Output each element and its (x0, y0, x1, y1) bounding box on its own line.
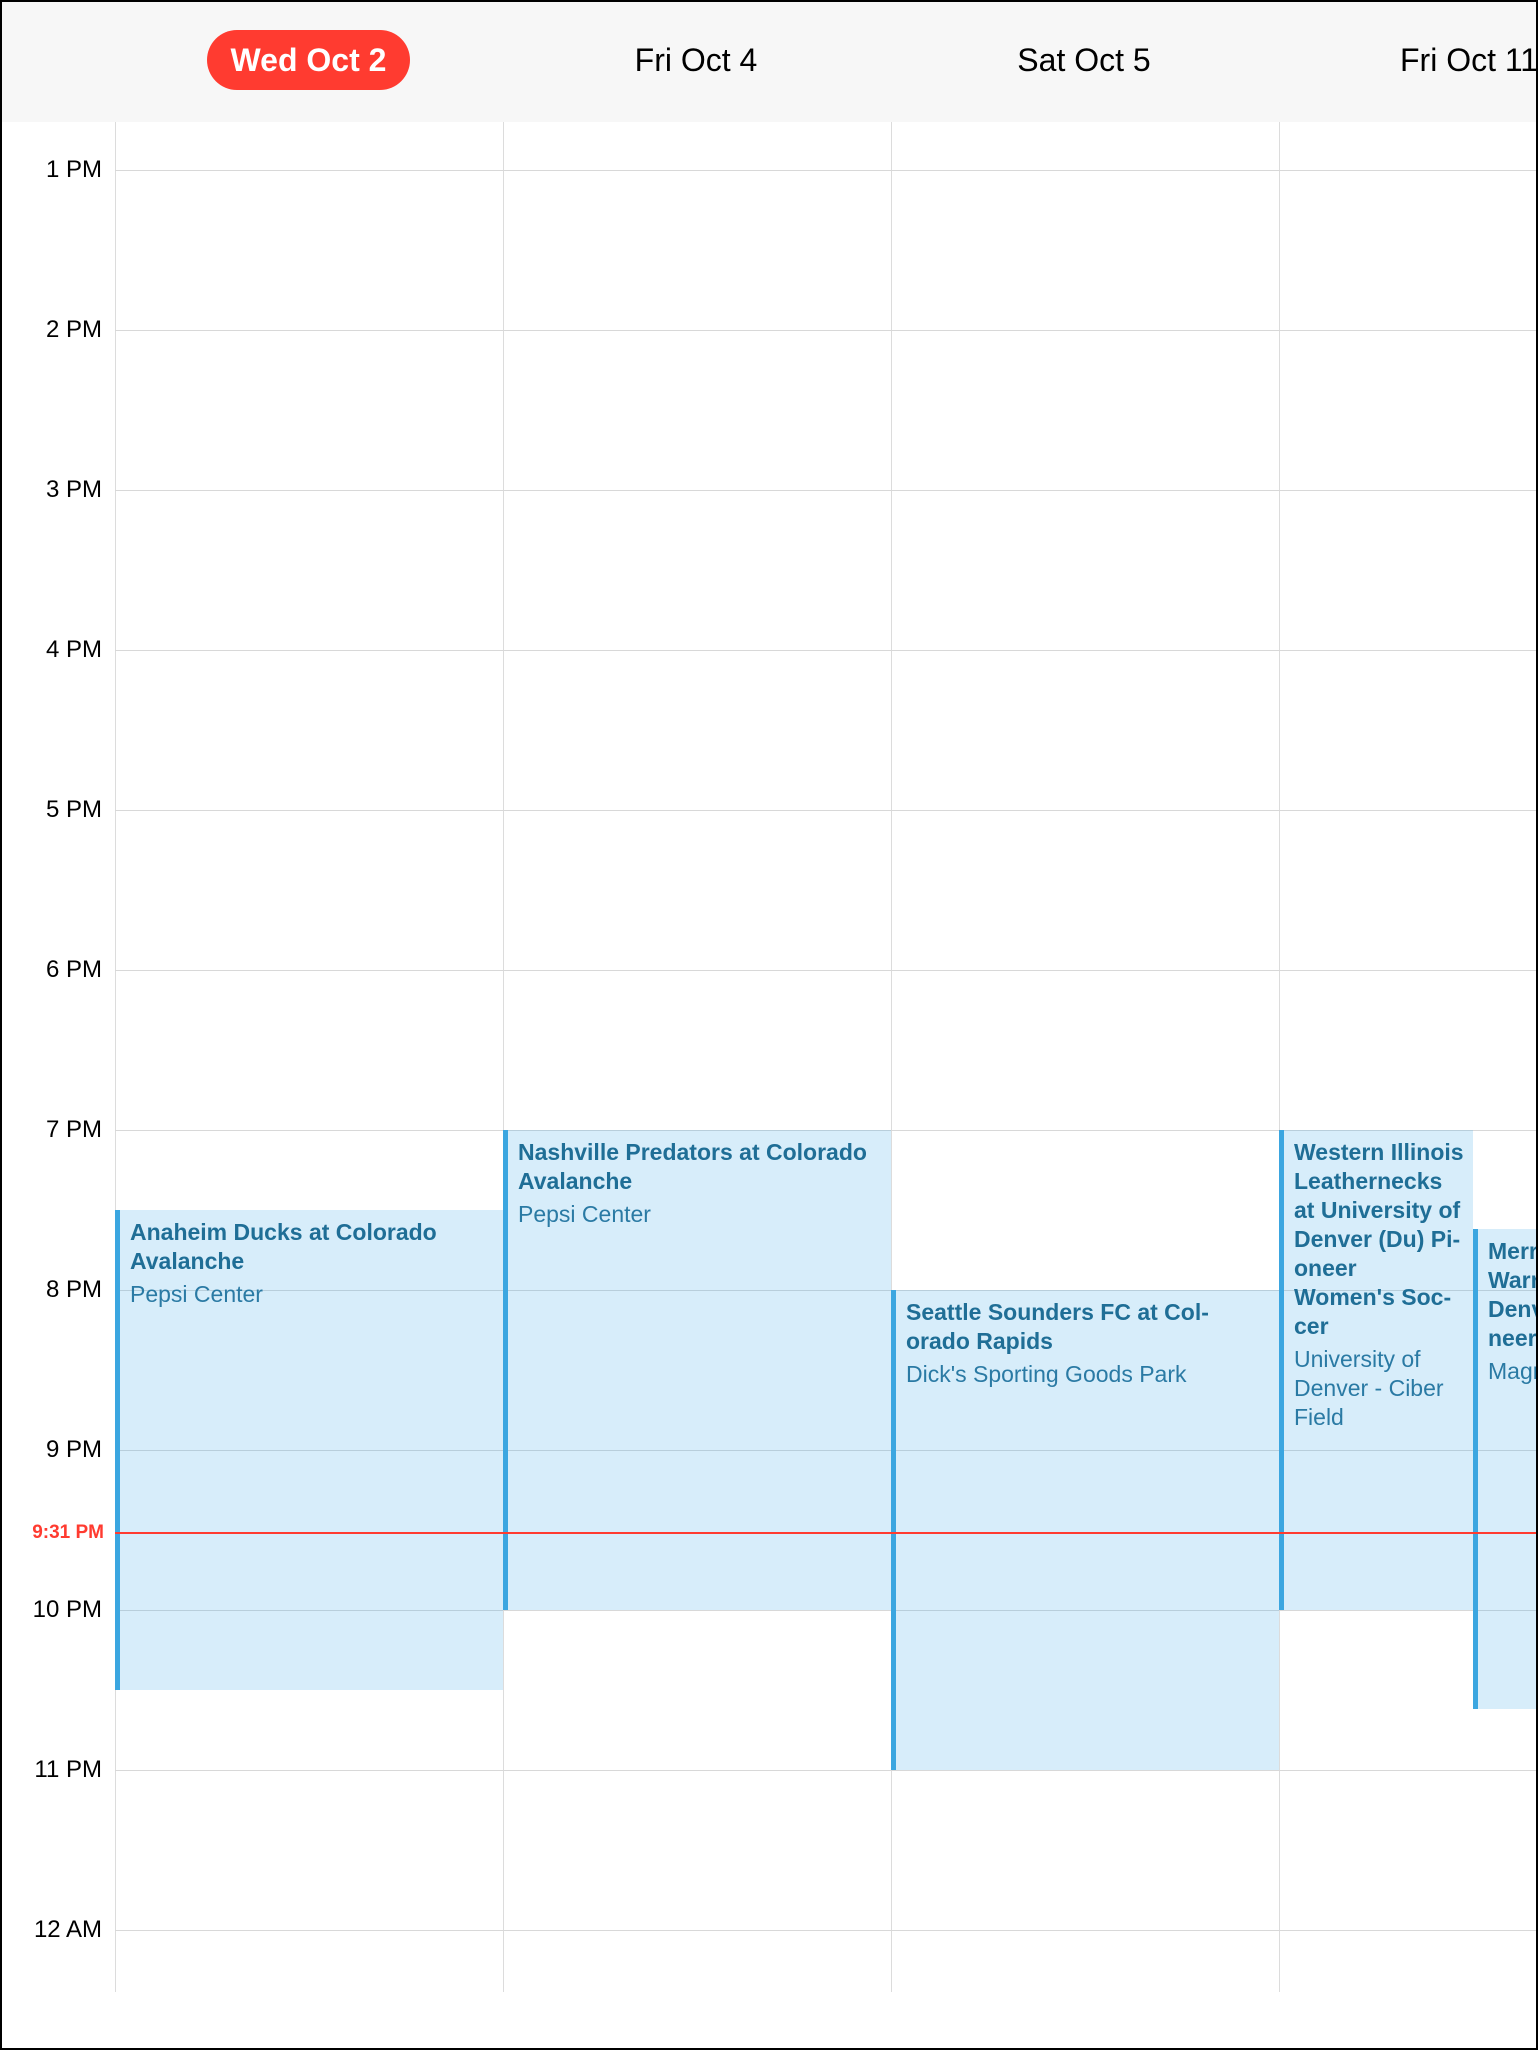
day-column-divider (503, 122, 504, 1992)
event-seattle-sounders[interactable]: Seattle Sounders FC at Col- orado Rapids… (891, 1290, 1279, 1770)
hour-line (115, 1770, 1536, 1771)
day-header-bar: Wed Oct 2 Fri Oct 4 Sat Oct 5 Fri Oct 11 (2, 2, 1538, 122)
hour-line (115, 1130, 1536, 1131)
hour-line (115, 170, 1536, 171)
event-anaheim-ducks[interactable]: Anaheim Ducks at Colorado Avalanche Peps… (115, 1210, 503, 1690)
hour-label: 12 AM (33, 1916, 102, 1943)
event-western-illinois-soccer[interactable]: Western Illinois Leathernecks at Univers… (1279, 1130, 1473, 1610)
hour-label: 10 PM (32, 1596, 102, 1623)
time-grid[interactable]: 1 PM 2 PM 3 PM 4 PM 5 PM 6 PM 7 PM 8 PM … (2, 122, 1538, 1992)
hour-line (115, 490, 1536, 491)
event-title: Seattle Sounders FC at Col- orado Rapids (906, 1299, 1209, 1354)
hour-label: 7 PM (45, 1116, 102, 1143)
day-header-wed-oct-2[interactable]: Wed Oct 2 (207, 30, 410, 90)
day-header-sat-oct-5[interactable]: Sat Oct 5 (1017, 42, 1151, 78)
hour-line (115, 330, 1536, 331)
current-time-label: 9:31 PM (32, 1522, 104, 1543)
event-nashville-predators[interactable]: Nashville Predators at Colorado Avalanch… (503, 1130, 891, 1610)
event-title: Merr Warr Denv neers (1488, 1238, 1538, 1351)
hour-line (115, 1450, 1536, 1451)
hour-label: 1 PM (45, 156, 102, 183)
event-location: Pepsi Center (130, 1281, 263, 1307)
event-merrimack-warriors[interactable]: Merr Warr Denv neers Magn (1473, 1229, 1538, 1709)
hour-label: 6 PM (45, 956, 102, 983)
hour-line (115, 650, 1536, 651)
hour-label: 2 PM (45, 316, 102, 343)
hour-line (115, 1290, 1536, 1291)
hour-line (115, 970, 1536, 971)
current-time-line (115, 1532, 1536, 1534)
day-column-divider (115, 122, 116, 1992)
event-location: Magn (1488, 1358, 1536, 1384)
hour-label: 9 PM (45, 1436, 102, 1463)
day-column-divider (891, 122, 892, 1992)
hour-label: 3 PM (45, 476, 102, 503)
hour-line (115, 1610, 1536, 1611)
hour-label: 8 PM (45, 1276, 102, 1303)
event-location: University of Denver - Ciber Field (1294, 1346, 1444, 1430)
day-header-fri-oct-11[interactable]: Fri Oct 11 (1400, 42, 1538, 78)
hour-label: 4 PM (45, 636, 102, 663)
event-title: Western Illinois Leathernecks at Univers… (1294, 1139, 1464, 1339)
hour-line (115, 1930, 1536, 1931)
event-title: Anaheim Ducks at Colorado Avalanche (130, 1219, 437, 1274)
event-location: Pepsi Center (518, 1201, 651, 1227)
event-location: Dick's Sporting Goods Park (906, 1361, 1187, 1387)
hour-label: 5 PM (45, 796, 102, 823)
hour-line (115, 810, 1536, 811)
day-column-divider (1279, 122, 1280, 1992)
day-header-fri-oct-4[interactable]: Fri Oct 4 (634, 42, 758, 78)
hour-label: 11 PM (34, 1756, 102, 1783)
event-title: Nashville Predators at Colorado Avalanch… (518, 1139, 867, 1194)
